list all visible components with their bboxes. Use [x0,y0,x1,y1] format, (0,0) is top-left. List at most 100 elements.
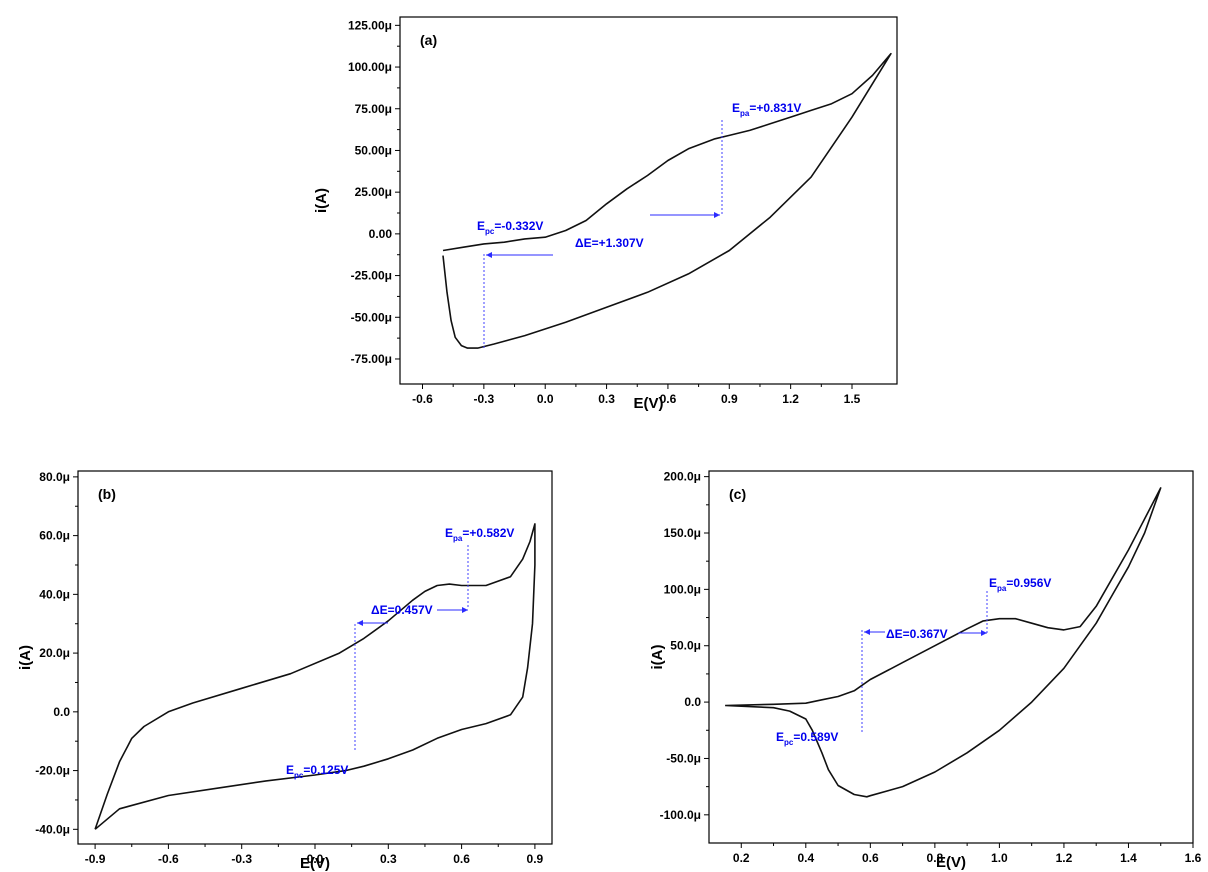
cathodic-peak-annotation-value: =0.125V [303,763,348,777]
y-tick-label: 50.0μ [670,639,701,653]
y-tick-label: 25.00μ [355,185,392,199]
y-tick-label: 125.00μ [348,18,392,32]
y-tick-label: 0.0 [53,705,70,719]
delta-arrow-0-head [981,630,987,636]
cathodic-peak-annotation-subscript: pc [485,227,495,236]
y-tick-label: 150.0μ [664,526,701,540]
delta-e-annotation-value: =+1.307V [592,236,644,250]
cathodic-peak-annotation-value: =0.589V [793,730,838,744]
y-tick-label: 80.0μ [39,470,70,484]
y-tick-label: 75.00μ [355,102,392,116]
delta-e-annotation-value: =0.457V [388,603,433,617]
cathodic-peak-annotation-symbol: E [477,219,485,233]
plot-frame [708,470,1194,844]
anodic-peak-annotation-subscript: pa [453,534,463,543]
y-tick-label: 100.00μ [348,60,392,74]
anodic-peak-annotation: Epa=0.956V [989,576,1051,593]
cathodic-peak-annotation-symbol: E [286,763,294,777]
cathodic-peak-annotation: Epc=0.125V [286,763,348,780]
x-axis-label: E(V) [300,855,330,872]
delta-e-annotation: ΔE=+1.307V [575,236,644,250]
anodic-peak-annotation-subscript: pa [740,109,750,118]
y-tick-label: 200.0μ [664,470,701,484]
x-tick-label: 0.3 [380,852,397,866]
panel-label: (b) [98,486,116,502]
x-tick-label: 1.2 [782,392,799,406]
y-tick-label: -20.0μ [35,764,70,778]
x-tick-label: 1.5 [844,392,861,406]
cathodic-peak-annotation-value: =-0.332V [494,219,543,233]
x-tick-label: 0.9 [527,852,544,866]
anodic-peak-annotation: Epa=+0.831V [732,101,801,118]
y-tick-label: -40.0μ [35,822,70,836]
anodic-peak-annotation-value: =+0.582V [462,526,514,540]
x-tick-label: 1.0 [991,851,1008,865]
y-axis-label: i(A) [17,645,34,670]
y-tick-label: 50.00μ [355,143,392,157]
y-tick-label: -100.0μ [660,808,701,822]
cv-curve-series-0 [725,487,1162,798]
cv-curve-series-0 [94,523,536,830]
y-tick-label: -25.00μ [351,269,392,283]
anodic-peak-annotation-value: =0.956V [1006,576,1051,590]
y-tick-label: 60.0μ [39,529,70,543]
cv-curve-series-0 [442,52,892,349]
panel-a-chart: -0.6 -0.3 0.0 0.3 0.6 0.9 1.2 1.5 -75.00μ -50.00μ… [313,16,898,412]
y-axis-label: i(A) [313,188,330,213]
x-tick-label: 1.4 [1120,851,1137,865]
anodic-peak-annotation-subscript: pa [997,584,1007,593]
plot-frame [399,16,898,385]
x-tick-label: -0.3 [231,852,252,866]
x-tick-label: 0.0 [537,392,554,406]
x-tick-label: -0.6 [158,852,179,866]
delta-arrow-0-head [462,607,468,613]
panel-b-chart: -0.9 -0.6 -0.3 0.0 0.3 0.6 0.9 -40.0μ -20.0μ 0.0 2… [17,470,553,872]
y-tick-label: -75.00μ [351,352,392,366]
delta-e-annotation-value: =0.367V [903,627,948,641]
anodic-peak-annotation-symbol: E [732,101,740,115]
y-tick-label: 20.0μ [39,646,70,660]
x-tick-label: 0.6 [453,852,470,866]
cathodic-peak-annotation-subscript: pc [784,738,794,747]
anodic-peak-annotation-symbol: E [989,576,997,590]
delta-e-annotation-symbol: ΔE [575,236,592,250]
delta-e-annotation-symbol: ΔE [886,627,903,641]
x-tick-label: 0.8 [927,851,944,865]
delta-arrow-1-head [357,620,363,626]
y-tick-label: 0.0 [684,695,701,709]
x-tick-label: 0.6 [862,851,879,865]
delta-e-annotation: ΔE=0.367V [886,627,948,641]
y-tick-label: 0.00 [369,227,393,241]
x-axis-label: E(V) [936,854,966,871]
anodic-peak-annotation-symbol: E [445,526,453,540]
delta-arrow-1-head [486,252,492,258]
x-tick-label: 0.4 [797,851,814,865]
anodic-peak-annotation-value: =+0.831V [749,101,801,115]
delta-e-annotation-symbol: ΔE [371,603,388,617]
x-tick-label: 0.9 [721,392,738,406]
x-tick-label: -0.3 [474,392,495,406]
panel-label: (c) [729,486,746,502]
x-tick-label: 0.3 [598,392,615,406]
y-axis-label: i(A) [649,645,666,670]
delta-arrow-0-head [714,212,720,218]
cathodic-peak-annotation: Epc=0.589V [776,730,838,747]
y-tick-label: 100.0μ [664,582,701,596]
x-tick-label: 0.0 [307,852,324,866]
panel-c-chart: 0.2 0.4 0.6 0.8 1.0 1.2 1.4 1.6 -100.0μ -50.0μ 0.0… [649,470,1202,871]
cathodic-peak-annotation: Epc=-0.332V [477,219,543,236]
x-tick-label: -0.6 [412,392,433,406]
y-tick-label: 40.0μ [39,587,70,601]
x-tick-label: 1.2 [1056,851,1073,865]
cathodic-peak-annotation-subscript: pc [294,771,304,780]
x-tick-label: 1.6 [1185,851,1202,865]
panel-label: (a) [420,32,437,48]
x-tick-label: 0.2 [733,851,750,865]
x-tick-label: 0.6 [660,392,677,406]
cathodic-peak-annotation-symbol: E [776,730,784,744]
x-axis-label: E(V) [634,395,664,412]
y-tick-label: -50.0μ [666,751,701,765]
y-tick-label: -50.00μ [351,310,392,324]
delta-arrow-1-head [864,629,870,635]
